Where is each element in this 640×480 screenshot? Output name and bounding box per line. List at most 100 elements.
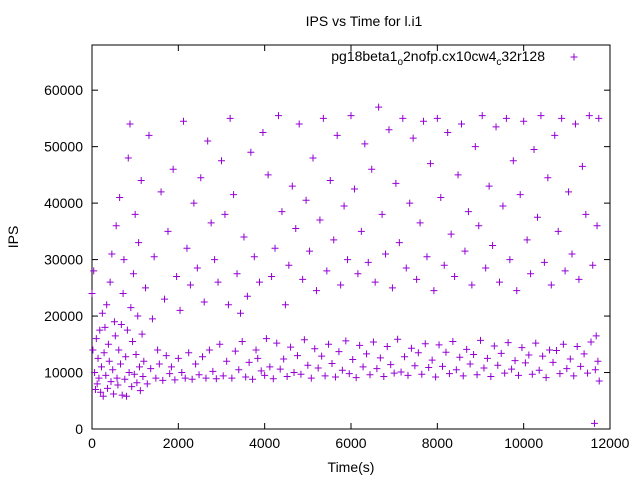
data-point xyxy=(420,117,428,125)
data-point xyxy=(218,157,225,165)
data-point xyxy=(125,369,133,377)
data-point xyxy=(487,372,495,380)
data-point xyxy=(123,326,131,334)
data-point xyxy=(226,114,234,122)
data-point xyxy=(242,373,250,381)
data-point xyxy=(96,326,104,334)
data-point xyxy=(492,123,500,131)
data-point xyxy=(90,267,98,275)
legend-name-base: pg18beta1 xyxy=(331,48,397,64)
legend-name-mid: 2nofp.cx10cw4 xyxy=(403,48,497,64)
data-point xyxy=(345,370,353,378)
data-point xyxy=(181,374,189,382)
data-point xyxy=(430,287,438,295)
data-point xyxy=(549,358,557,366)
x-tick-label: 4000 xyxy=(249,435,280,451)
data-point xyxy=(577,362,585,370)
data-point xyxy=(366,371,374,379)
data-point xyxy=(231,347,239,355)
y-axis: 0 10000 20000 30000 40000 50000 60000 xyxy=(44,82,610,437)
data-point xyxy=(544,174,552,182)
data-point xyxy=(240,233,248,241)
data-point xyxy=(150,253,158,261)
data-point xyxy=(499,202,507,210)
data-point xyxy=(552,347,560,355)
data-point xyxy=(185,349,193,357)
data-point xyxy=(580,350,588,358)
data-point xyxy=(459,372,467,380)
data-point xyxy=(514,371,522,379)
data-point xyxy=(233,270,241,278)
data-point xyxy=(478,112,486,120)
data-point xyxy=(186,281,194,289)
data-point xyxy=(409,134,417,142)
data-point xyxy=(223,357,231,365)
data-point xyxy=(190,199,198,207)
data-point xyxy=(136,387,144,395)
data-point xyxy=(461,247,469,255)
data-point xyxy=(423,253,431,261)
data-point xyxy=(570,372,578,380)
data-point xyxy=(504,339,512,347)
data-point xyxy=(285,261,293,269)
data-point xyxy=(128,383,136,391)
data-point xyxy=(495,278,503,286)
data-point xyxy=(104,340,112,348)
legend-series-label: pg18beta1o2nofp.cx10cw4c32r128 xyxy=(331,48,545,68)
data-point xyxy=(421,340,429,348)
data-point xyxy=(154,346,162,354)
data-point xyxy=(575,275,583,283)
data-point xyxy=(551,131,559,139)
data-point xyxy=(468,281,476,289)
data-point xyxy=(101,323,109,331)
data-point xyxy=(273,339,281,347)
data-point xyxy=(290,369,298,377)
data-point xyxy=(449,337,457,345)
data-point xyxy=(378,210,386,218)
data-point xyxy=(506,256,514,264)
data-point xyxy=(280,355,288,363)
data-point xyxy=(323,267,331,275)
data-point xyxy=(138,330,146,338)
data-point xyxy=(103,301,111,309)
data-point xyxy=(228,374,236,382)
data-point xyxy=(473,371,481,379)
data-points xyxy=(88,103,603,427)
data-point xyxy=(516,191,524,199)
data-point xyxy=(102,371,110,379)
data-point xyxy=(173,273,181,281)
data-point xyxy=(530,145,538,153)
data-point xyxy=(547,281,555,289)
data-point xyxy=(297,370,305,378)
data-point xyxy=(445,370,453,378)
data-point xyxy=(485,182,493,190)
data-point xyxy=(204,137,212,145)
data-point xyxy=(397,368,405,376)
data-point xyxy=(118,391,126,399)
data-point xyxy=(399,114,407,122)
data-point xyxy=(99,392,107,400)
data-point xyxy=(109,366,117,374)
data-point xyxy=(89,346,97,354)
data-point xyxy=(104,384,112,392)
data-point xyxy=(243,292,251,300)
data-point xyxy=(278,208,286,216)
data-point xyxy=(368,165,376,173)
data-point xyxy=(147,365,155,373)
data-point xyxy=(245,358,253,366)
data-point xyxy=(124,154,132,162)
x-tick-label: 6000 xyxy=(335,435,366,451)
data-point xyxy=(418,370,426,378)
data-point xyxy=(295,120,303,128)
data-point xyxy=(133,379,141,387)
data-point xyxy=(447,230,455,238)
data-point xyxy=(219,372,227,380)
data-point xyxy=(592,332,600,340)
data-point xyxy=(335,348,343,356)
data-point xyxy=(250,253,258,261)
data-point xyxy=(470,350,478,358)
data-point xyxy=(132,350,140,358)
data-point xyxy=(195,371,203,379)
data-point xyxy=(501,369,509,377)
data-point xyxy=(319,114,327,122)
